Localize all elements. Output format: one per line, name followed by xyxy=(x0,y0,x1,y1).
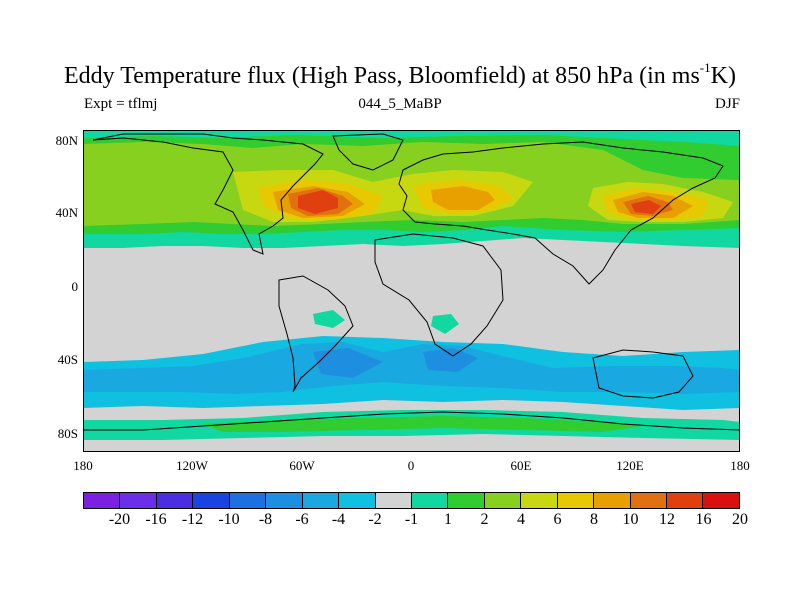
colorbar-swatch xyxy=(119,492,156,509)
colorbar-swatch xyxy=(593,492,630,509)
africa-outline xyxy=(374,233,504,357)
colorbar-label: -6 xyxy=(295,511,309,528)
negative-band-south-blue xyxy=(313,348,478,378)
y-tick-label: 40S xyxy=(57,352,78,367)
colorbar-label: 8 xyxy=(590,511,598,528)
colorbar-label: -2 xyxy=(368,511,382,528)
colorbar-swatch xyxy=(192,492,229,509)
colorbar-label: -12 xyxy=(181,511,204,528)
colorbar-swatch xyxy=(447,492,484,509)
colorbar-label: 1 xyxy=(444,511,452,528)
colorbar-swatch xyxy=(520,492,557,509)
colorbar-label: -16 xyxy=(145,511,167,528)
colorbar-swatch xyxy=(629,492,666,509)
title-suffix: K) xyxy=(710,63,736,89)
coastlines xyxy=(83,133,740,431)
colorbar-swatch xyxy=(702,492,740,509)
australia-outline xyxy=(592,349,694,399)
north-america-outline xyxy=(92,133,324,255)
colorbar-swatch xyxy=(483,492,521,509)
case-label: 044_5_MaBP xyxy=(358,96,442,112)
colorbar-swatch xyxy=(265,492,302,509)
x-tick-label: 120E xyxy=(616,458,644,473)
colorbar-label: 2 xyxy=(480,511,489,528)
experiment-label: Expt = tflmj xyxy=(84,96,158,112)
colorbar-label: -10 xyxy=(218,511,240,528)
colorbar-label: 16 xyxy=(695,511,712,528)
colorbar-label: -4 xyxy=(331,511,346,528)
max-flux-atlantic xyxy=(288,188,673,216)
colorbar-label: 12 xyxy=(659,511,675,528)
colorbar-label: 4 xyxy=(517,511,525,528)
colorbar-label: -8 xyxy=(258,511,273,528)
colorbar-label: 6 xyxy=(553,511,562,528)
y-tick-label: 0 xyxy=(71,279,79,294)
colorbar-swatch xyxy=(301,492,339,509)
x-tick-label: 180 xyxy=(730,458,750,473)
colorbar-swatch xyxy=(556,492,594,509)
south-america-outline xyxy=(278,275,354,393)
colorbar-swatch xyxy=(228,492,266,509)
positive-band-north-orange xyxy=(273,186,693,218)
x-tick-label: 120W xyxy=(176,458,208,473)
x-tick-label: 60W xyxy=(289,458,315,473)
negative-band-south-sky xyxy=(83,342,740,394)
antarctica-outline xyxy=(83,411,740,431)
greenland-outline xyxy=(332,133,404,171)
map-frame xyxy=(83,130,740,452)
colorbar-swatch xyxy=(155,492,193,509)
europe-asia-outline xyxy=(398,141,724,285)
colorbar-label: -20 xyxy=(108,511,131,528)
title-superscript: -1 xyxy=(699,60,711,75)
colorbar-label: 20 xyxy=(732,511,748,528)
colorbar-swatch xyxy=(338,492,375,509)
plot-title: Eddy Temperature flux (High Pass, Bloomf… xyxy=(0,60,800,90)
y-tick-label: 80S xyxy=(57,426,78,441)
title-text: Eddy Temperature flux (High Pass, Bloomf… xyxy=(64,63,700,89)
flux-map xyxy=(83,130,740,452)
season-label: DJF xyxy=(714,96,740,112)
colorbar-swatch xyxy=(374,492,411,509)
positive-band-south-green xyxy=(203,416,643,432)
y-tick-label: 80N xyxy=(55,133,78,148)
colorbar xyxy=(83,492,740,509)
x-tick-label: 0 xyxy=(407,458,415,473)
x-tick-label: 60E xyxy=(510,458,532,473)
colorbar-swatch xyxy=(666,492,703,509)
y-tick-label: 40N xyxy=(55,205,78,220)
colorbar-label: 10 xyxy=(622,511,639,528)
colorbar-swatch xyxy=(83,492,120,509)
x-tick-label: 180 xyxy=(73,458,93,473)
colorbar-label: -1 xyxy=(404,511,419,528)
colorbar-swatch xyxy=(410,492,448,509)
negative-band-south-teal-patch xyxy=(313,310,459,334)
